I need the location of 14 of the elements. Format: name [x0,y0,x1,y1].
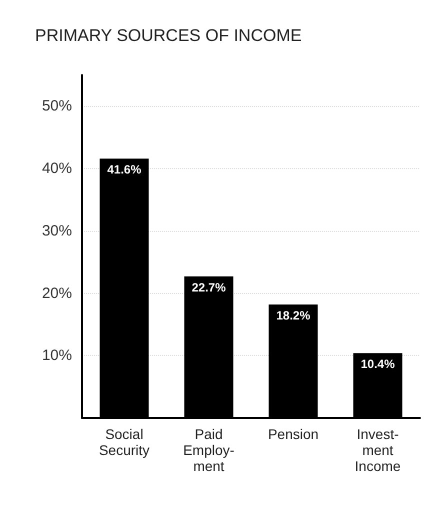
y-tick-label: 50% [42,98,72,115]
data-label: 41.6% [107,162,142,177]
y-tick-label: 30% [42,222,72,240]
x-tick-label: Social Security [98,426,150,458]
data-label: 22.7% [192,280,226,294]
y-tick-label: 10% [42,347,72,364]
x-tick-label: Invest- ment Income [354,426,401,474]
y-tick-label: 40% [42,160,72,178]
data-label: 10.4% [360,357,396,372]
data-label: 18.2% [276,308,311,322]
x-tick-label: Paid Employ- ment [183,426,235,474]
x-tick-label: Pension [268,426,319,442]
chart-title: PRIMARY SOURCES OF INCOME [35,26,302,45]
y-tick-label: 20% [42,284,72,302]
